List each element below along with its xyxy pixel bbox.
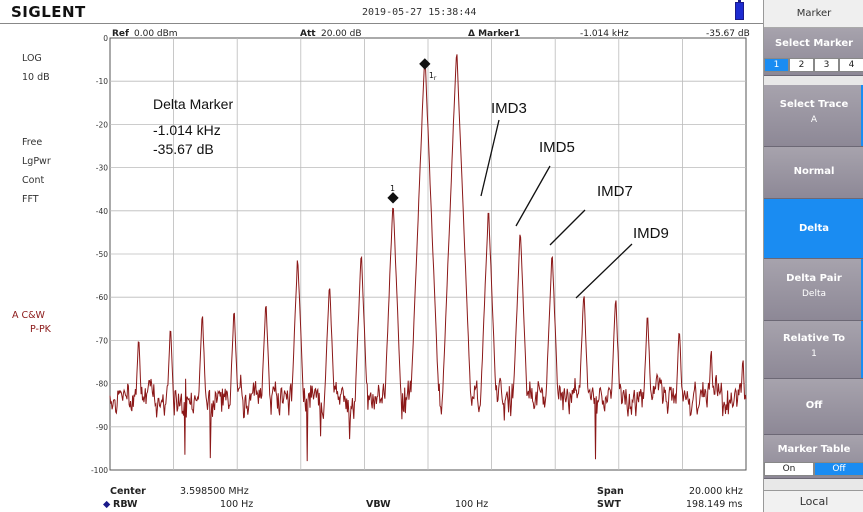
- y-tick-label: -60: [96, 293, 108, 302]
- rbw-label: RBW: [113, 499, 138, 510]
- relative-to-label: Relative To: [782, 333, 845, 344]
- marker-table-on[interactable]: On: [764, 462, 814, 476]
- y-tick-label: -90: [96, 423, 108, 432]
- rbw-value: 100 Hz: [220, 499, 254, 510]
- normal-button[interactable]: Normal: [764, 147, 863, 199]
- center-label: Center: [110, 486, 146, 497]
- y-tick-label: -100: [91, 466, 108, 475]
- delta-label: Delta: [798, 223, 830, 234]
- span-label: Span: [597, 486, 624, 497]
- swt-value: 198.149 ms: [686, 499, 743, 510]
- delta-marker-title: Delta Marker: [153, 96, 233, 112]
- trigger-mode: Free: [22, 137, 43, 148]
- marker-selector: 1 2 3 4: [764, 58, 863, 72]
- delta-marker-freq: -1.014 kHz: [153, 122, 221, 138]
- imd5-pointer: [515, 165, 551, 227]
- panel-title: Marker: [764, 0, 863, 28]
- marker-freq: -1.014 kHz: [580, 29, 629, 39]
- imd7-pointer: [549, 209, 586, 246]
- att-value: 20.00 dB: [321, 29, 362, 39]
- y-tick-label: -40: [96, 207, 108, 216]
- y-tick-label: -20: [96, 120, 108, 129]
- imd3-label: IMD3: [491, 100, 527, 117]
- off-label: Off: [805, 400, 823, 411]
- marker-table-label: Marker Table: [777, 444, 851, 455]
- submenu-indicator: [861, 259, 863, 320]
- marker-option-2[interactable]: 2: [789, 58, 814, 72]
- y-tick-label: 0: [103, 34, 108, 43]
- ref-label: Ref: [112, 29, 129, 39]
- trace-a-label: A C&W: [12, 310, 45, 321]
- marker-tag: 1: [390, 184, 395, 193]
- vbw-label: VBW: [366, 499, 391, 510]
- local-button[interactable]: Local: [764, 490, 863, 512]
- vbw-value: 100 Hz: [455, 499, 489, 510]
- y-tick-label: -80: [96, 380, 108, 389]
- y-tick-label: -50: [96, 250, 108, 259]
- ref-value: 0.00 dBm: [134, 29, 178, 39]
- span-value: 20.000 kHz: [689, 486, 743, 497]
- att-label: Att: [300, 29, 316, 39]
- select-trace-value: A: [810, 115, 818, 125]
- submenu-indicator: [861, 85, 863, 146]
- select-trace-label: Select Trace: [779, 99, 849, 110]
- y-tick-label: -30: [96, 164, 108, 173]
- trace-detector: P-PK: [30, 324, 51, 335]
- off-button[interactable]: Off: [764, 379, 863, 435]
- marker-diamond-icon: [387, 192, 399, 204]
- brand-logo: SIGLENT: [11, 3, 86, 21]
- delta-pair-label: Delta Pair: [786, 273, 842, 284]
- top-status-bar: SIGLENT 2019-05-27 15:38:44: [0, 0, 763, 24]
- submenu-indicator: [861, 321, 863, 378]
- marker-option-3[interactable]: 3: [814, 58, 839, 72]
- imd3-pointer: [480, 119, 500, 197]
- select-trace-button[interactable]: Select Trace A: [764, 85, 863, 147]
- relative-to-button[interactable]: Relative To 1: [764, 321, 863, 379]
- delta-button[interactable]: Delta: [764, 199, 863, 259]
- sweep-mode: Cont: [22, 175, 45, 186]
- y-tick-label: -70: [96, 336, 108, 345]
- marker-table-off[interactable]: Off: [814, 462, 863, 476]
- marker-option-4[interactable]: 4: [839, 58, 863, 72]
- battery-icon: [735, 0, 744, 20]
- imd9-pointer: [575, 243, 633, 299]
- analysis-mode: FFT: [22, 194, 39, 205]
- marker-level: -35.67 dB: [706, 29, 750, 39]
- marker-ref-tag: 1: [429, 71, 434, 80]
- delta-pair-button[interactable]: Delta Pair Delta: [764, 259, 863, 321]
- datetime: 2019-05-27 15:38:44: [362, 7, 477, 18]
- marker-label: Δ Marker1: [468, 29, 521, 39]
- normal-label: Normal: [793, 166, 835, 177]
- imd9-label: IMD9: [633, 225, 669, 242]
- marker-softkey-panel: Marker Select Marker 1 2 3 4 Select Trac…: [763, 0, 863, 512]
- delta-pair-value: Delta: [801, 289, 826, 299]
- delta-marker-level: -35.67 dB: [153, 141, 214, 157]
- center-value: 3.598500 MHz: [180, 486, 249, 497]
- rbw-diamond-icon: ◆: [103, 499, 111, 510]
- power-mode: LgPwr: [22, 156, 51, 167]
- relative-to-value: 1: [811, 349, 817, 359]
- y-tick-label: -10: [96, 77, 108, 86]
- imd5-label: IMD5: [539, 139, 575, 156]
- marker-table-toggle: On Off: [764, 462, 863, 476]
- imd7-label: IMD7: [597, 183, 633, 200]
- swt-label: SWT: [597, 499, 621, 510]
- marker-ref-r: r: [434, 75, 437, 82]
- spectrum-trace: [109, 54, 747, 462]
- select-marker-label: Select Marker: [774, 38, 854, 49]
- scale-type: LOG: [22, 53, 42, 64]
- scale-div: 10 dB: [22, 72, 50, 83]
- marker-option-1[interactable]: 1: [764, 58, 789, 72]
